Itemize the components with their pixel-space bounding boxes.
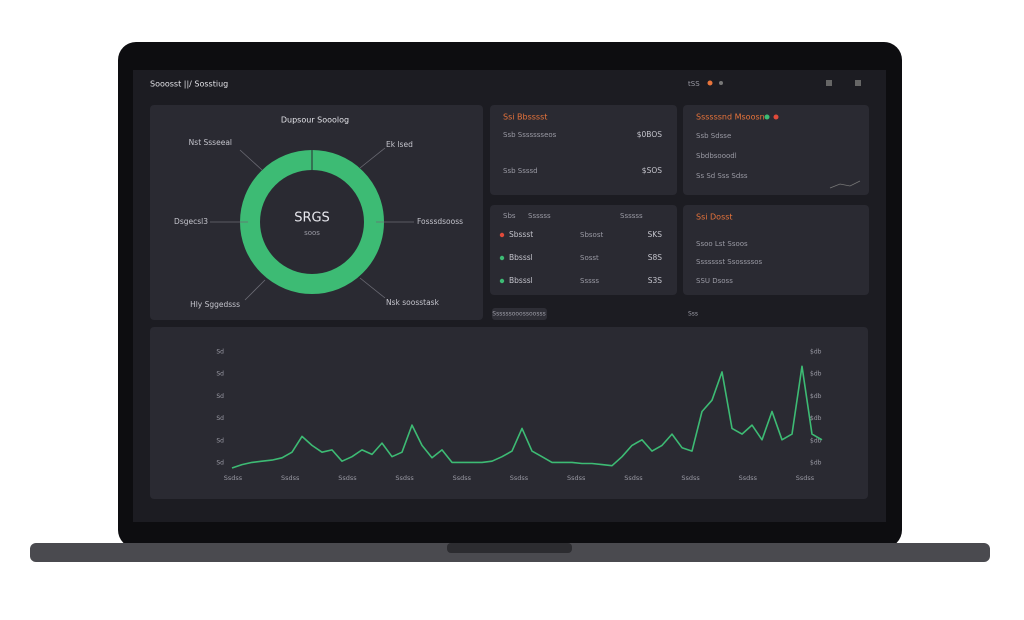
table-cell: S3S [648,276,663,285]
x-tick-label: Ssdss [224,474,243,482]
x-tick-label: Ssdss [453,474,472,482]
card-title: Ssi Bbsssst [503,113,547,122]
x-tick-label: Ssdss [338,474,357,482]
icon[interactable] [855,80,861,86]
table-cell: Sosst [580,254,599,262]
donut-sub: soos [304,229,320,237]
card [683,205,869,295]
card-row: Ssb Sdsse [696,132,731,140]
donut-label: Ek lsed [386,140,413,149]
table-cell: Sbsost [580,231,603,239]
y-tick-label: $db [810,371,822,378]
y-tick-label: Sd [216,371,224,378]
y-tick-label: $db [810,393,822,400]
card-value: $0BOS [637,130,662,139]
card [683,105,869,195]
panel-title: Dupsour Sooolog [281,116,349,125]
table-rows: Sbssst Sbsost SKS Bbsssl Sosst S8S Bbsssl Sssss… [499,230,663,285]
connector [239,149,263,171]
card [490,105,677,195]
card-row: Sbdbsooodl [696,152,737,160]
connector [359,277,386,299]
donut-label: Nst Ssseeal [189,138,232,147]
donut-panel [150,105,483,320]
chart-panel [150,327,868,499]
y-tick-label: $db [810,437,822,444]
card-row: Ssoo Lst Ssoos [696,240,748,248]
x-tick-label: Ssdss [567,474,586,482]
card-row: Ssssssst Ssossssos [696,258,763,266]
chip[interactable] [492,308,547,320]
y-tick-label: Sd [216,349,224,356]
table-cell: Bbsssl [509,253,533,262]
y-tick-label: Sd [216,393,224,400]
table-cell: Sbssst [509,230,533,239]
x-tick-label: Ssdss [281,474,300,482]
card-row: Ss Sd Sss Sdss [696,172,748,180]
table-cell: S8S [648,253,663,262]
card-title: Ssssssnd Msoosn [696,113,765,122]
donut-label: Dsgecsl3 [174,217,208,226]
status-dot [499,255,505,261]
x-tick-label: Ssdss [796,474,815,482]
app-title: Sooosst ||/ Sosstiug [150,80,228,89]
x-tick-label: Ssdss [510,474,529,482]
donut-center: SRGS [294,211,330,226]
card [490,205,677,295]
card-label: Ssb Ssssd [503,167,538,175]
table-header: Ssssss [528,212,551,220]
card-label: Ssb Ssssssseos [503,131,557,139]
status-dot [773,114,779,120]
x-tick-label: Ssdss [681,474,700,482]
status-dot [499,232,505,238]
icon[interactable] [826,80,832,86]
table-cell: SKS [648,230,663,239]
donut-label: Hly Sggedsss [190,300,240,309]
table-cell: Sssss [580,277,599,285]
status-dot [719,81,723,85]
chip-label[interactable]: Ssssssooossoosss [492,311,545,318]
y-tick-label: $db [810,349,822,356]
card-row: SSU Dsoss [696,277,733,285]
status-dot [707,80,713,86]
toolbar-text: Sss [688,311,698,318]
y-tick-label: Sd [216,415,224,422]
laptop-notch [447,543,572,553]
y-tick-label: $db [810,460,822,467]
line-series [231,365,823,469]
header-text: tSS [688,80,700,88]
x-tick-label: Ssdss [739,474,758,482]
status-dot [764,114,770,120]
table-header: Ssssss [620,212,643,220]
connector [244,279,266,301]
y-tick-label: Sd [216,437,224,444]
donut-label: Nsk soosstask [386,298,440,307]
y-tick-label: $db [810,415,822,422]
card-value: $SOS [642,166,662,175]
donut-label: Fosssdsooss [417,217,463,226]
status-dot [499,278,505,284]
sparkline [829,180,861,189]
x-tick-label: Ssdss [395,474,414,482]
line-chart: Sd Sd Sd Sd Sd Sd $db $db $db $db $db $db Ssdss Ssdss… [216,349,823,482]
x-tick-label: Ssdss [624,474,643,482]
table-cell: Bbsssl [509,276,533,285]
table-header: Sbs [503,212,516,220]
connector [359,147,386,169]
card-title: Ssi Dosst [696,213,733,222]
y-tick-label: Sd [216,460,224,467]
